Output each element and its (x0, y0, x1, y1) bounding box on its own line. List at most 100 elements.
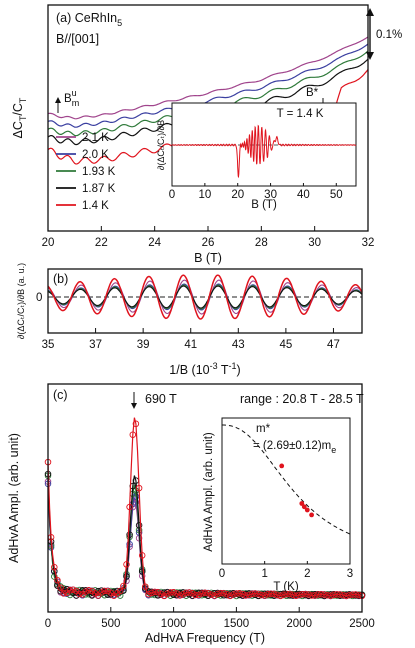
panel-c-point (333, 591, 341, 598)
panel-c-point (98, 589, 105, 596)
panel-c-point (270, 590, 278, 598)
inset-a-x-tick-label: 40 (297, 189, 310, 201)
panel-c-point (189, 590, 196, 597)
panel-c-x-tick-label: 1500 (224, 618, 250, 630)
panel-c-point (327, 592, 334, 599)
panel-a: 20 22 24 26 28 30 32 (a) CeRhIn5 B//[001] ΔCT/… (11, 4, 402, 265)
inset-c-ylabel: AdHvA Ampl. (arb. unit) (203, 432, 215, 552)
panel-c-point (273, 591, 281, 599)
panel-c-point (76, 590, 83, 598)
inset-c-x-tick-label: 0 (219, 568, 225, 580)
panel-c-point (255, 590, 262, 598)
inset-a-xlabel: B (T) (251, 199, 277, 211)
panel-c-frame (47, 383, 363, 613)
bm-annotation: Bu m (55, 88, 79, 113)
inset-c-x-tick-label: 1 (261, 568, 267, 580)
panel-b-ylabel: ∂(ΔCₜ/Cₜ)/∂B (a. u.) (16, 263, 26, 339)
panel-b-x-tick-label: 39 (137, 339, 150, 351)
panel-c-point (173, 590, 180, 597)
inset-a-x-tick-label: 50 (330, 189, 343, 201)
panel-b-ytick: 0 (36, 292, 42, 304)
panel-c-point (321, 591, 328, 598)
panel-c-point (170, 589, 177, 596)
panel-c-point (135, 484, 143, 492)
panel-c-point (277, 592, 284, 600)
panel-c-point (157, 590, 165, 598)
panel-c-point (223, 591, 231, 598)
panel-b-x-tick-label: 45 (279, 339, 292, 351)
inset-c-fit-label-2: = (2.69±0.12)me (253, 440, 336, 455)
inset-c-point (299, 501, 305, 506)
panel-c-point (167, 589, 174, 596)
panel-c-point (186, 591, 193, 598)
inset-c-point (279, 463, 285, 469)
panel-c-point (305, 591, 312, 598)
inset-c-fit-label-1: m* (256, 423, 271, 435)
panel-c-point (230, 591, 237, 598)
inset-a-trace (171, 124, 357, 179)
panel-c-point (142, 583, 149, 590)
panel-c-point (330, 591, 337, 599)
panel-c-point (192, 591, 199, 599)
inset-a-xticks: 0 10 20 30 40 50 (169, 183, 343, 201)
legend: 2.1 K 2.0 K 1.93 K 1.87 K 1.4 K (56, 132, 116, 212)
panel-c-point (126, 503, 133, 511)
panel-c-point (126, 531, 133, 538)
panel-c-point (349, 591, 356, 598)
panel-c-point (198, 590, 206, 597)
panel-c-point (195, 591, 202, 599)
panel-c-point (138, 552, 146, 559)
panel-a-field-dir: B//[001] (56, 32, 99, 46)
panel-c-point (267, 590, 275, 597)
panel-a-ylabel: ΔCT/CT (11, 97, 28, 138)
panel-b-label: (b) (53, 272, 68, 286)
panel-c-point (154, 589, 162, 596)
panel-c-point (346, 591, 353, 599)
inset-a-series (171, 124, 357, 179)
panel-c-point (277, 590, 284, 598)
inset-c-x-tick-label: 2 (304, 568, 310, 580)
panel-c-point (289, 591, 297, 598)
panel-b-series (47, 274, 363, 320)
panel-c-point (226, 592, 234, 600)
panel-c-x-tick-label: 2000 (286, 618, 312, 630)
panel-c-point (211, 592, 218, 599)
panel-c-point (186, 589, 193, 596)
inset-c-points (279, 463, 314, 518)
panel-c-point (179, 591, 187, 598)
inset-a-x-tick-label: 10 (198, 189, 211, 201)
inset-a-x-tick-label: 30 (264, 189, 277, 201)
panel-b-x-tick-label: 37 (89, 339, 102, 351)
panel-c-point (299, 590, 306, 598)
panel-c-point (104, 587, 111, 595)
legend-label: 1.87 K (82, 183, 116, 195)
panel-a-xticks: 20 22 24 26 28 30 32 (42, 226, 375, 249)
panel-c-point (311, 592, 319, 599)
panel-c-point (324, 592, 331, 599)
panel-c: 0 500 1000 1500 2000 2500 (c) 690 T range : 2… (7, 383, 375, 645)
panel-c-xlabel: AdHvA Frequency (T) (145, 631, 265, 645)
inset-a-x-tick-label: 20 (231, 189, 244, 201)
panel-b-xlabel: 1/B (10-3 T-1) (169, 361, 240, 377)
panel-c-point (123, 573, 130, 580)
inset-c-x-tick-label: 3 (347, 568, 353, 580)
panel-c-point (233, 590, 240, 597)
panel-c-point (145, 590, 152, 598)
panel-c-point (110, 588, 118, 596)
panel-c-point (69, 586, 77, 593)
panel-c-ylabel: AdHvA Ampl. (arb. unit) (7, 433, 21, 563)
panel-a-x-tick-label: 22 (95, 237, 108, 249)
panel-a-x-tick-label: 32 (362, 237, 375, 249)
panel-c-point (236, 590, 243, 597)
panel-c-inset: 0 1 2 3 m* = (2.69±0.12)me T (K) AdHvA Ampl… (203, 417, 353, 593)
panel-c-point (82, 588, 89, 595)
panel-c-point (295, 591, 303, 599)
panel-c-point (208, 591, 215, 598)
panel-c-point (236, 591, 243, 599)
panel-c-series (44, 417, 366, 600)
panel-c-point (261, 590, 268, 597)
panel-c-point (176, 592, 184, 599)
panel-c-point (242, 592, 250, 599)
inset-c-xlabel: T (K) (273, 581, 299, 593)
panel-c-point (217, 589, 224, 597)
